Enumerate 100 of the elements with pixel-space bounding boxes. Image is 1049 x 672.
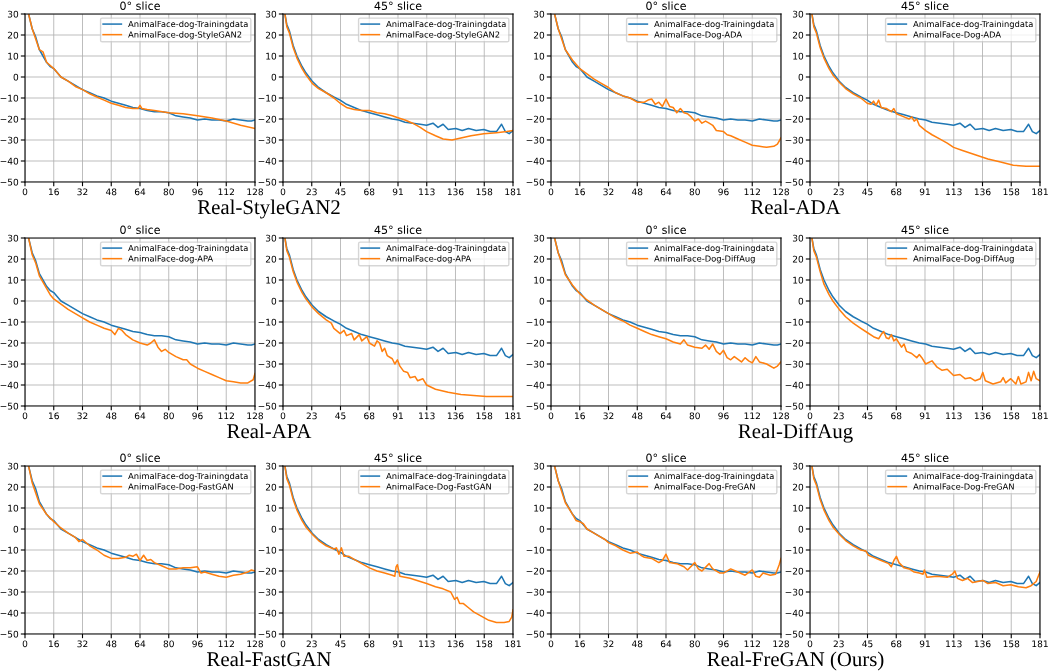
x-tick-label: 112 <box>744 412 760 420</box>
y-tick-label: −30 <box>526 588 545 596</box>
x-tick-label: 0 <box>280 188 286 196</box>
y-tick-label: −10 <box>526 318 545 326</box>
x-tick-label: 23 <box>833 412 844 420</box>
y-tick-label: 0 <box>798 297 804 305</box>
y-tick-label: −20 <box>526 567 545 575</box>
y-tick-label: 0 <box>271 73 277 81</box>
y-tick-label: 10 <box>8 52 19 60</box>
x-tick-label: 80 <box>689 640 700 648</box>
y-tick-label: 10 <box>534 276 545 284</box>
x-tick-label: 45 <box>862 640 873 648</box>
y-tick-label: −40 <box>785 381 804 389</box>
y-tick-label: −40 <box>785 157 804 165</box>
x-tick-label: 48 <box>105 640 117 648</box>
x-tick-label: 45 <box>862 412 873 420</box>
x-tick-label: 0 <box>22 640 28 648</box>
x-tick-label: 68 <box>891 640 902 648</box>
x-tick-label: 113 <box>419 412 435 420</box>
x-tick-label: 32 <box>77 640 88 648</box>
x-tick-label: 68 <box>891 412 902 420</box>
y-tick-label: 30 <box>533 10 545 18</box>
y-tick-label: 10 <box>266 52 277 60</box>
text: Real-FreGAN (Ours) <box>707 651 884 671</box>
chart-title: 0° slice <box>120 453 160 462</box>
x-tick-label: 136 <box>447 412 464 420</box>
x-tick-label: 32 <box>603 412 614 420</box>
y-tick-label: 10 <box>793 504 804 512</box>
legend-label: AnimalFace-dog-Trainingdata <box>913 472 1033 481</box>
x-tick-label: 16 <box>575 412 585 420</box>
x-tick-label: 0 <box>280 640 286 648</box>
x-tick-label: 136 <box>447 188 464 196</box>
y-tick-label: −20 <box>258 339 277 347</box>
x-tick-label: 113 <box>946 640 962 648</box>
legend-label: AnimalFace-dog-Trainingdata <box>128 20 248 29</box>
y-tick-label: −20 <box>0 339 19 347</box>
x-tick-label: 80 <box>689 412 700 420</box>
legend-label: AnimalFace-dog-Trainingdata <box>913 20 1033 29</box>
x-tick-label: 181 <box>1032 188 1048 196</box>
y-tick-label: −20 <box>526 115 545 123</box>
x-tick-label: 136 <box>974 412 991 420</box>
x-tick-label: 96 <box>192 188 203 196</box>
x-tick-label: 158 <box>1003 640 1020 648</box>
x-tick-label: 16 <box>49 188 59 196</box>
y-tick-label: 30 <box>533 234 545 242</box>
y-tick-label: −50 <box>258 178 277 186</box>
legend-label: AnimalFace-dog-Trainingdata <box>913 244 1033 253</box>
x-tick-label: 48 <box>631 188 643 196</box>
y-tick-label: −20 <box>785 567 804 575</box>
x-tick-label: 23 <box>833 640 844 648</box>
y-tick-label: 30 <box>7 462 19 470</box>
x-tick-label: 0 <box>548 412 554 420</box>
y-tick-label: 30 <box>792 462 804 470</box>
y-tick-label: −40 <box>526 381 545 389</box>
x-tick-label: 0 <box>22 412 28 420</box>
y-tick-label: 10 <box>8 276 19 284</box>
y-tick-label: 10 <box>793 52 804 60</box>
y-tick-label: −10 <box>785 318 804 326</box>
y-tick-label: 0 <box>798 73 804 81</box>
x-tick-label: 0 <box>280 412 286 420</box>
y-tick-label: −30 <box>526 136 545 144</box>
x-tick-label: 45 <box>335 412 346 420</box>
x-tick-label: 128 <box>247 188 263 196</box>
y-tick-label: −40 <box>785 609 804 617</box>
x-tick-label: 64 <box>660 188 672 196</box>
y-tick-label: 20 <box>265 31 277 39</box>
legend-label: AnimalFace-Dog-FreGAN <box>654 483 755 492</box>
x-tick-label: 158 <box>1003 412 1020 420</box>
y-tick-label: −30 <box>526 360 545 368</box>
x-tick-label: 23 <box>833 188 844 196</box>
x-tick-label: 80 <box>163 412 174 420</box>
x-tick-label: 32 <box>77 412 88 420</box>
x-tick-label: 91 <box>392 188 403 196</box>
x-tick-label: 158 <box>1003 188 1020 196</box>
legend-label: AnimalFace-Dog-ADA <box>913 31 1001 40</box>
y-tick-label: −40 <box>0 381 19 389</box>
chart-title: 0° slice <box>646 1 686 10</box>
x-tick-label: 128 <box>247 412 263 420</box>
y-tick-label: −20 <box>258 567 277 575</box>
x-tick-label: 91 <box>392 640 403 648</box>
y-tick-label: 20 <box>7 483 19 491</box>
x-tick-label: 68 <box>891 188 902 196</box>
y-tick-label: −50 <box>0 178 19 186</box>
y-tick-label: 20 <box>265 255 277 263</box>
y-tick-label: 30 <box>7 234 19 242</box>
chart-title: 0° slice <box>120 1 160 10</box>
y-tick-label: −20 <box>785 339 804 347</box>
legend-label: AnimalFace-Dog-FastGAN <box>386 483 491 492</box>
y-tick-label: 0 <box>539 73 545 81</box>
legend-label: AnimalFace-dog-Trainingdata <box>386 244 506 253</box>
text: Real-APA <box>227 423 312 439</box>
y-tick-label: −10 <box>785 546 804 554</box>
y-tick-label: −20 <box>0 567 19 575</box>
y-tick-label: −50 <box>0 630 19 638</box>
x-tick-label: 80 <box>163 640 174 648</box>
x-tick-label: 112 <box>218 640 234 648</box>
y-tick-label: 0 <box>13 297 19 305</box>
text: Real-FastGAN <box>207 651 332 667</box>
x-tick-label: 45 <box>335 640 346 648</box>
y-tick-label: 30 <box>792 234 804 242</box>
